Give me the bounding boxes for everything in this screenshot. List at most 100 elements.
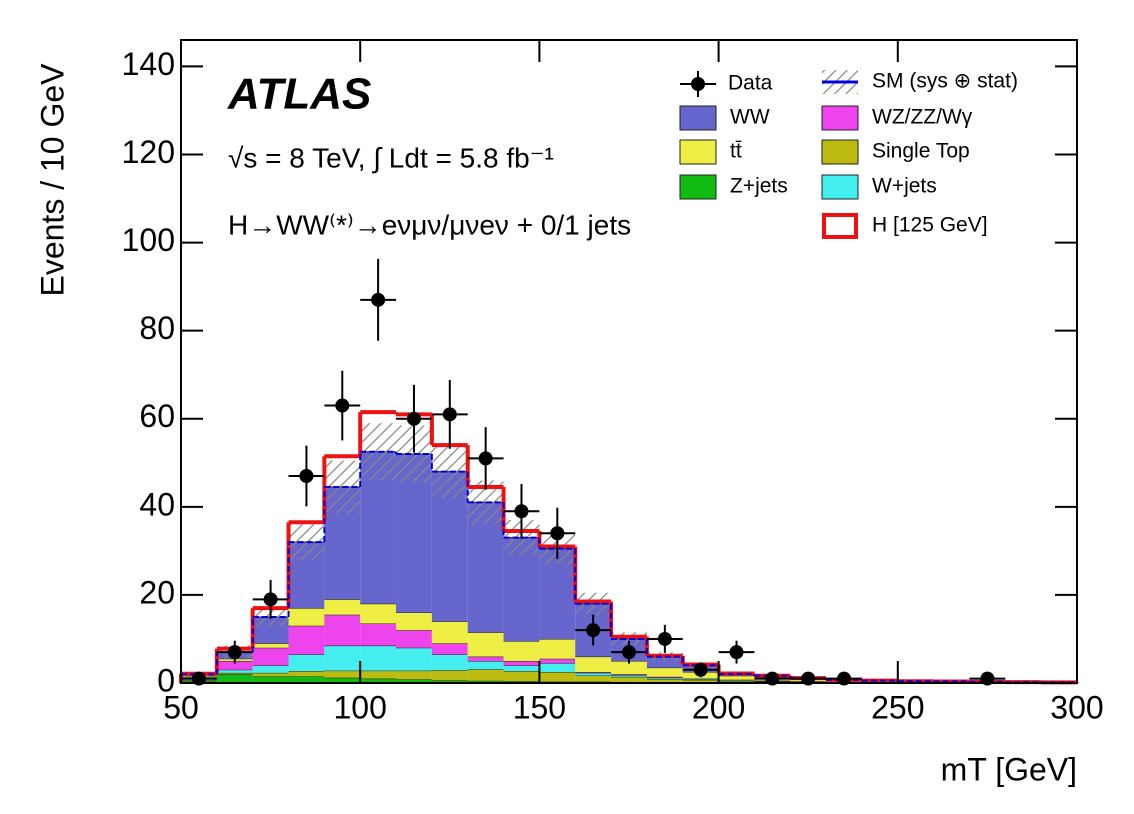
data-point <box>442 407 457 422</box>
legend-entry: SM (sys ⊕ stat) <box>822 70 1018 94</box>
data-point <box>514 504 529 519</box>
bar-segment <box>324 614 361 646</box>
legend-entry: Z+jets <box>679 174 788 200</box>
bar-segment <box>539 663 576 672</box>
bar-segment <box>646 679 683 683</box>
bar-segment <box>360 670 397 679</box>
legend-swatch <box>821 174 859 200</box>
bar-segment <box>252 672 289 677</box>
bar-segment <box>431 670 468 681</box>
annotation: H→WW⁽*⁾→eνμν/μνeν + 0/1 jets <box>228 209 631 240</box>
y-tick-label: 20 <box>139 574 175 610</box>
y-tick-label: 40 <box>139 486 175 522</box>
legend-swatch <box>679 174 717 200</box>
bar-segment <box>503 641 540 661</box>
bar-segment <box>467 656 504 661</box>
y-tick-label: 140 <box>122 46 175 82</box>
bar-segment <box>718 681 755 683</box>
legend-entry: tt̄ <box>679 139 742 165</box>
bar-segment <box>252 676 289 683</box>
data-point <box>227 645 242 660</box>
bar-segment <box>611 660 647 675</box>
legend-swatch <box>821 139 859 165</box>
legend-swatch <box>679 139 717 165</box>
bar-segment <box>467 632 504 657</box>
x-tick-label: 150 <box>513 689 566 725</box>
y-tick-label: 100 <box>122 222 175 258</box>
bar-segment <box>324 670 361 678</box>
data-point <box>263 592 278 607</box>
legend-marker <box>691 77 705 91</box>
bar-segment <box>467 660 504 670</box>
bar-segment <box>396 630 432 648</box>
legend-entry: Single Top <box>821 139 970 165</box>
plot-frame <box>180 39 1078 684</box>
bar-segment <box>431 680 468 683</box>
bar-segment <box>396 679 432 683</box>
bar-segment <box>431 654 468 671</box>
bar-segment <box>360 645 397 671</box>
bar-segment <box>216 672 253 675</box>
bar-segment <box>288 654 325 672</box>
bar-segment <box>324 599 361 615</box>
bar-segment <box>252 647 289 666</box>
data-point <box>657 631 672 646</box>
legend-swatch <box>821 105 859 131</box>
bar-segment <box>216 674 253 683</box>
y-tick-label: 80 <box>139 310 175 346</box>
data-point <box>622 645 636 660</box>
x-axis-label: mT [GeV] <box>941 751 1077 787</box>
data-point <box>299 469 314 484</box>
bar-segment <box>575 656 612 672</box>
data-point <box>406 411 421 426</box>
x-tick-label: 100 <box>334 689 387 725</box>
legend-label: WZ/ZZ/Wγ <box>872 106 973 129</box>
bar-segment <box>646 656 683 668</box>
legend-entry: WW <box>679 105 770 131</box>
bar-segment <box>288 676 325 683</box>
x-tick-label: 300 <box>1050 689 1103 725</box>
y-tick-label: 120 <box>122 134 175 170</box>
legend-label: tt̄ <box>730 140 742 163</box>
bar-segment <box>360 623 397 646</box>
bar-segment <box>611 676 647 683</box>
bar-segment <box>611 675 647 677</box>
data-point <box>335 398 350 413</box>
bar-segment <box>216 660 253 670</box>
legend-label: Z+jets <box>730 175 788 198</box>
x-tick-label: 250 <box>871 689 924 725</box>
plot-area <box>179 410 1079 685</box>
bar-segment <box>539 671 576 682</box>
y-tick-label: 0 <box>157 662 175 698</box>
legend-label: H [125 GeV] <box>872 214 988 237</box>
data-point <box>693 662 708 677</box>
bar-segment <box>324 677 361 683</box>
bar-segment <box>539 638 576 659</box>
annotation: √s = 8 TeV, ∫ Ldt = 5.8 fb⁻¹ <box>228 142 554 173</box>
legend-label: WW <box>730 106 770 129</box>
bar-segment <box>288 608 325 626</box>
legend-label: Data <box>728 72 773 95</box>
bar-segment <box>396 647 432 671</box>
data-point <box>586 623 601 638</box>
bar-segment <box>646 677 683 680</box>
legend-swatch <box>822 213 858 239</box>
legend-entry: WZ/ZZ/Wγ <box>821 105 973 131</box>
data-point <box>478 451 493 466</box>
bar-segment <box>360 603 397 624</box>
legend-entry: W+jets <box>821 174 937 200</box>
legend-label: SM (sys ⊕ stat) <box>872 70 1018 93</box>
bar-segment <box>431 621 468 644</box>
bar-segment <box>467 680 504 683</box>
bar-segment <box>682 679 719 683</box>
bar-segment <box>360 678 397 683</box>
legend-label: Single Top <box>872 140 970 163</box>
y-axis-label: Events / 10 GeV <box>34 63 70 297</box>
bar-segment <box>324 645 361 671</box>
x-tick-label: 200 <box>692 689 745 725</box>
bar-segment <box>288 625 325 655</box>
bar-segment <box>503 671 540 682</box>
bar-segment <box>431 643 468 655</box>
bar-segment <box>646 667 683 677</box>
legend-entry: H [125 GeV] <box>822 213 988 239</box>
